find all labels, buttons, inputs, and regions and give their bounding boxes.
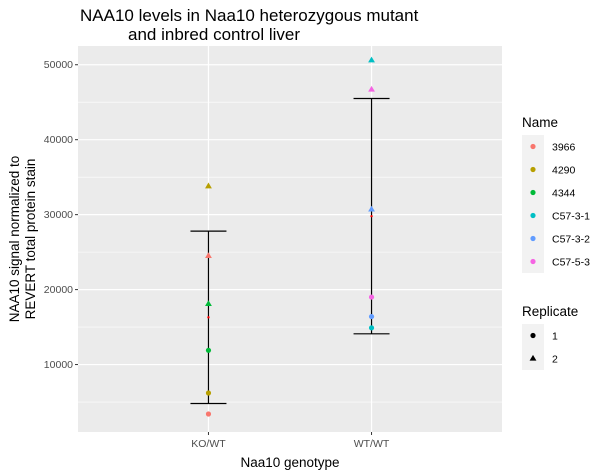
data-point-c57-5-3-rep2 <box>368 85 375 92</box>
legend-name-label-c57-3-1: C57-3-1 <box>552 211 590 223</box>
legend-replicate-label-1: 1 <box>552 331 558 343</box>
data-points <box>205 56 375 417</box>
data-point-c57-3-2-rep1 <box>368 313 375 320</box>
y-tick-label: 10000 <box>44 359 73 371</box>
data-point-4290-rep1 <box>205 390 212 396</box>
mean-marker-ko-wt <box>207 316 210 319</box>
y-axis-label: NAA10 signal normalized to REVERT total … <box>7 156 38 323</box>
x-axis: KO/WT WT/WT <box>191 432 390 450</box>
chart-title: NAA10 levels in Naa10 heterozygous mutan… <box>80 6 419 44</box>
chart-title-line-1: NAA10 levels in Naa10 heterozygous mutan… <box>80 6 419 25</box>
data-point-c57-5-3-rep1 <box>368 294 375 300</box>
legend-name-key-4344 <box>530 189 536 196</box>
legend-name-key-c57-3-1 <box>530 212 536 219</box>
y-tick-label: 40000 <box>44 134 73 146</box>
legend-name-title: Name <box>522 115 558 130</box>
data-point-3966-rep2 <box>205 252 212 259</box>
legend-name-key-c57-3-2 <box>530 235 536 242</box>
data-point-c57-3-2-rep2 <box>368 205 375 212</box>
x-tick-label: KO/WT <box>191 438 226 450</box>
y-tick-label: 30000 <box>44 209 73 221</box>
mean-markers <box>207 214 373 319</box>
x-tick-label: WT/WT <box>354 438 390 450</box>
legend-name-label-3966: 3966 <box>552 142 576 154</box>
data-point-4290-rep2 <box>205 182 212 189</box>
data-point-3966-rep1 <box>205 411 212 417</box>
legend-replicate: Replicate 1 2 <box>522 304 578 370</box>
legend-name-key-c57-5-3 <box>530 258 536 265</box>
legend-name-key-4290 <box>530 166 536 173</box>
chart-title-line-2: and inbred control liver <box>128 25 300 44</box>
legend-name: Name 3966 4290 4344 C57-3-1 C57-3-2 C57-5-3 <box>522 115 590 273</box>
grid-minor <box>78 101 502 403</box>
data-point-c57-3-1-rep1 <box>368 325 375 331</box>
y-axis-label-line-1: NAA10 signal normalized to <box>7 156 22 323</box>
plot-panel <box>78 46 502 432</box>
legend-name-label-c57-5-3: C57-5-3 <box>552 257 590 269</box>
legend-replicate-label-2: 2 <box>552 354 558 366</box>
y-axis-label-line-2: REVERT total protein stain <box>23 159 38 320</box>
legend-name-label-4290: 4290 <box>552 165 576 177</box>
x-axis-label: Naa10 genotype <box>240 455 339 470</box>
legend-replicate-key-2 <box>529 354 537 361</box>
data-point-c57-3-1-rep2 <box>368 56 375 63</box>
y-axis: 10000 20000 30000 40000 50000 <box>44 59 78 371</box>
legend-name-label-4344: 4344 <box>552 188 576 200</box>
data-point-4344-rep2 <box>205 300 212 306</box>
y-tick-label: 20000 <box>44 284 73 296</box>
legend-replicate-title: Replicate <box>522 304 578 319</box>
legend-replicate-key-1 <box>530 332 536 339</box>
legend-name-label-c57-3-2: C57-3-2 <box>552 234 590 246</box>
mean-marker-wt-wt <box>370 214 373 218</box>
y-tick-label: 50000 <box>44 59 73 71</box>
legend-name-key-3966 <box>530 143 536 150</box>
data-point-4344-rep1 <box>205 347 212 353</box>
